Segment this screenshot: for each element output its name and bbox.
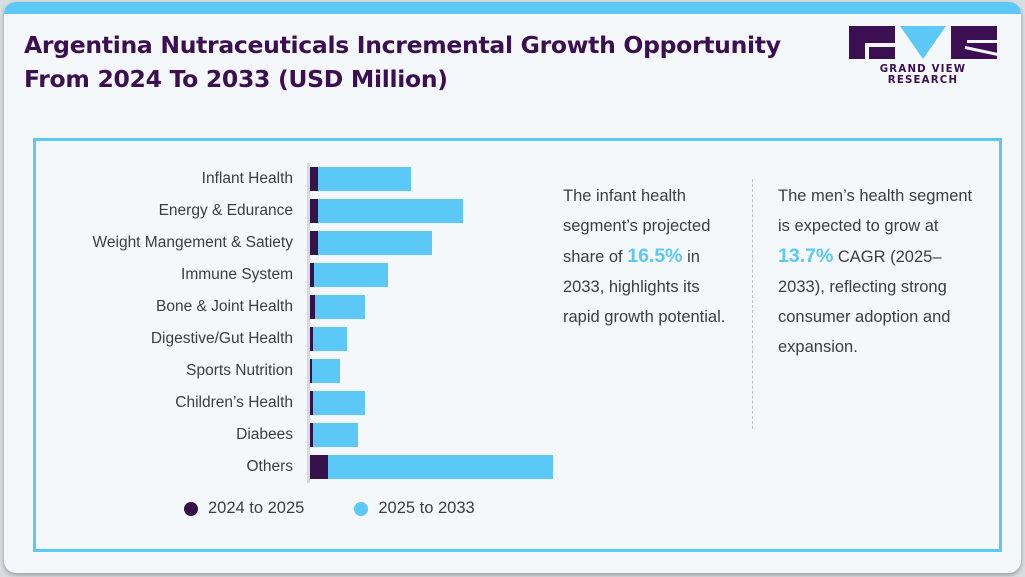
bar-stack <box>310 423 358 447</box>
bar-segment-2025-2033 <box>313 327 347 351</box>
brand-logo: GRAND VIEW RESEARCH <box>849 26 997 86</box>
bar-stack <box>310 263 388 287</box>
bar-segment-2024-2025 <box>310 327 313 351</box>
bar-segment-2024-2025 <box>310 295 315 319</box>
page-title-line-1: Argentina Nutraceuticals Incremental Gro… <box>24 31 781 59</box>
callout-left-highlight: 16.5% <box>627 245 683 267</box>
logo-marks <box>849 26 997 59</box>
bar-row-label: Energy & Edurance <box>158 202 293 219</box>
category-axis-line <box>307 163 310 483</box>
bar-segment-2025-2033 <box>312 359 340 383</box>
legend-item[interactable]: 2025 to 2033 <box>354 499 475 518</box>
bar-segment-2024-2025 <box>310 455 328 479</box>
bar-row: Digestive/Gut Health <box>36 323 581 355</box>
top-accent-strip <box>4 2 1021 14</box>
bar-segment-2025-2033 <box>318 167 411 191</box>
bar-stack <box>310 295 365 319</box>
logo-v-icon <box>900 26 946 59</box>
legend-dot-icon <box>354 501 369 516</box>
callout-right: The men’s health segment is expected to … <box>778 181 978 362</box>
bar-row: Weight Mangement & Satiety <box>36 227 581 259</box>
chart-card: Inflant Health Energy & Edurance Weight Ma… <box>33 138 1002 552</box>
bar-segment-2025-2033 <box>328 455 553 479</box>
callout-left-text-after: in 2033, highlights its rapid growth pot… <box>563 248 726 326</box>
bar-segment-2025-2033 <box>314 263 388 287</box>
bar-row-label: Others <box>246 458 293 475</box>
bar-segment-2024-2025 <box>310 423 313 447</box>
legend-label: 2024 to 2025 <box>208 499 305 517</box>
bar-segment-2024-2025 <box>310 263 314 287</box>
bar-segment-2025-2033 <box>318 231 432 255</box>
chart-legend: 2024 to 2025 2025 to 2033 <box>184 499 475 518</box>
bar-row: Inflant Health <box>36 163 581 195</box>
bar-segment-2025-2033 <box>313 391 365 415</box>
bar-row-label: Inflant Health <box>201 170 293 187</box>
bar-rows: Inflant Health Energy & Edurance Weight Ma… <box>36 163 581 483</box>
logo-wordmark: GRAND VIEW RESEARCH <box>879 64 967 86</box>
callout-right-highlight: 13.7% <box>778 245 834 267</box>
logo-g-icon <box>849 26 897 59</box>
bar-stack <box>310 199 463 223</box>
bar-row: Diabees <box>36 419 581 451</box>
bar-segment-2024-2025 <box>310 199 318 223</box>
bar-row: Children’s Health <box>36 387 581 419</box>
bar-row-label: Immune System <box>181 266 293 283</box>
page-title-line-2: From 2024 To 2033 (USD Million) <box>24 65 448 93</box>
bar-stack <box>310 327 347 351</box>
bar-segment-2024-2025 <box>310 359 312 383</box>
bar-row-label: Children’s Health <box>175 394 293 411</box>
callout-divider <box>752 179 753 429</box>
bar-row: Others <box>36 451 581 483</box>
bar-segment-2024-2025 <box>310 231 318 255</box>
bar-row-label: Digestive/Gut Health <box>150 330 293 347</box>
callout-left: The infant health segment’s projected sh… <box>563 181 735 332</box>
legend-dot-icon <box>184 501 198 516</box>
bar-row: Bone & Joint Health <box>36 291 581 323</box>
bar-row: Sports Nutrition <box>36 355 581 387</box>
bar-row: Immune System <box>36 259 581 291</box>
callout-right-text-after: CAGR (2025–2033), reflecting strong cons… <box>778 248 951 356</box>
bar-row-label: Sports Nutrition <box>186 362 293 379</box>
bar-row-label: Diabees <box>236 426 293 443</box>
bar-stack <box>310 359 340 383</box>
callout-left-text-before: The infant health segment’s projected sh… <box>563 187 711 266</box>
bar-stack <box>310 391 365 415</box>
bar-segment-2025-2033 <box>313 423 358 447</box>
bar-segment-2025-2033 <box>315 295 365 319</box>
page-title: Argentina Nutraceuticals Incremental Gro… <box>24 28 784 96</box>
bar-stack <box>310 167 411 191</box>
bar-row: Energy & Edurance <box>36 195 581 227</box>
poster-card: Argentina Nutraceuticals Incremental Gro… <box>4 2 1021 573</box>
bar-chart-plot: Inflant Health Energy & Edurance Weight Ma… <box>36 141 581 483</box>
bar-segment-2024-2025 <box>310 391 313 415</box>
bar-stack <box>310 455 553 479</box>
bar-row-label: Bone & Joint Health <box>155 298 293 315</box>
callout-right-text-before: The men’s health segment is expected to … <box>778 187 973 235</box>
bar-row-label: Weight Mangement & Satiety <box>92 234 293 251</box>
logo-r-icon <box>951 26 997 59</box>
legend-item[interactable]: 2024 to 2025 <box>184 499 304 518</box>
legend-label: 2025 to 2033 <box>378 499 475 517</box>
bar-segment-2024-2025 <box>310 167 318 191</box>
bar-stack <box>310 231 432 255</box>
bar-segment-2025-2033 <box>318 199 463 223</box>
